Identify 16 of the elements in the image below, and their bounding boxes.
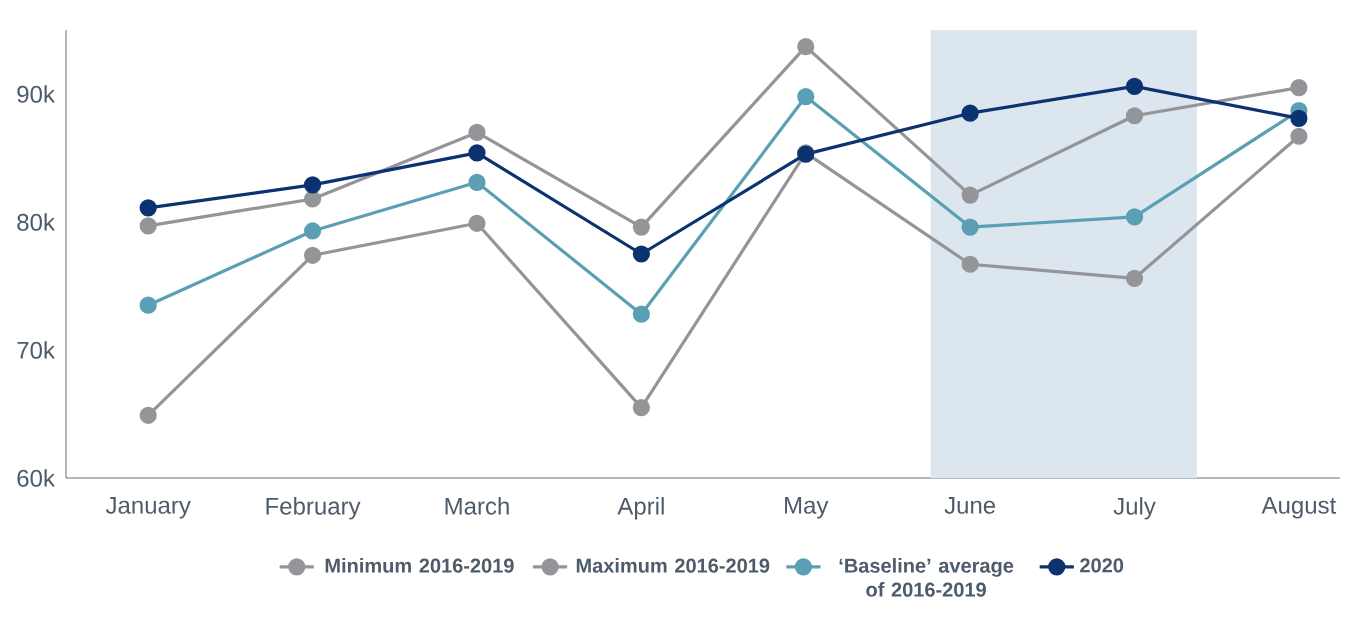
legend-label: Maximum 2016-2019 xyxy=(576,558,770,573)
y-tick-label: 80k xyxy=(17,213,55,231)
x-tick-label: January xyxy=(105,497,191,519)
x-tick-label: February xyxy=(266,497,361,520)
y-tick-label: 90k xyxy=(17,85,55,103)
x-tick-label: April xyxy=(617,497,664,520)
legend-label: 2020 xyxy=(1080,558,1124,573)
y-tick-label: 60k xyxy=(17,469,55,487)
x-tick-label: March xyxy=(445,497,509,515)
x-tick-label: June xyxy=(944,497,996,514)
x-tick-label: May xyxy=(785,497,829,519)
x-tick-label: August xyxy=(1261,497,1337,519)
y-tick-label: 70k xyxy=(17,341,55,359)
legend-label: ‘Baseline’ average of 2016-2019 xyxy=(839,558,1014,597)
legend-label: Minimum 2016-2019 xyxy=(325,558,514,573)
x-tick-label: July xyxy=(1113,497,1156,520)
